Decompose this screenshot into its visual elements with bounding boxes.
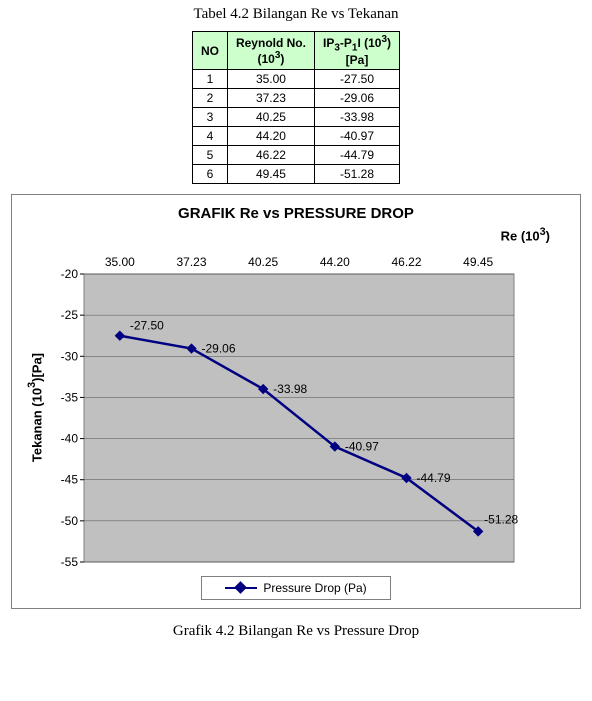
svg-text:-40: -40: [61, 431, 79, 445]
chart-caption: Grafik 4.2 Bilangan Re vs Pressure Drop: [0, 623, 592, 640]
table-row: 237.23-29.06: [192, 89, 399, 108]
svg-text:-25: -25: [61, 308, 79, 322]
col-ip-header: IP3-P1I (103)[Pa]: [314, 32, 399, 70]
svg-text:40.25: 40.25: [248, 255, 278, 269]
svg-text:-29.06: -29.06: [202, 341, 236, 355]
col-no-header: NO: [192, 32, 227, 70]
svg-text:-45: -45: [61, 472, 79, 486]
table-caption: Tabel 4.2 Bilangan Re vs Tekanan: [0, 6, 592, 23]
cell-ip: -33.98: [314, 108, 399, 127]
svg-text:35.00: 35.00: [105, 255, 135, 269]
cell-ip: -40.97: [314, 127, 399, 146]
svg-text:-44.79: -44.79: [417, 471, 451, 485]
cell-no: 3: [192, 108, 227, 127]
cell-no: 5: [192, 146, 227, 165]
cell-re: 37.23: [227, 89, 314, 108]
cell-no: 4: [192, 127, 227, 146]
svg-text:-51.28: -51.28: [484, 512, 518, 526]
table-row: 444.20-40.97: [192, 127, 399, 146]
svg-text:-30: -30: [61, 349, 79, 363]
table-row: 546.22-44.79: [192, 146, 399, 165]
y-axis-label: Tekanan (103)[Pa]: [22, 353, 44, 462]
svg-text:-20: -20: [61, 267, 79, 281]
table-row: 340.25-33.98: [192, 108, 399, 127]
svg-text:37.23: 37.23: [177, 255, 207, 269]
svg-text:-40.97: -40.97: [345, 439, 379, 453]
cell-ip: -51.28: [314, 165, 399, 184]
data-table: NO Reynold No.(103) IP3-P1I (103)[Pa] 13…: [192, 31, 400, 184]
cell-no: 2: [192, 89, 227, 108]
cell-no: 6: [192, 165, 227, 184]
svg-text:-55: -55: [61, 555, 79, 568]
chart-plot: -20 -25 -30 -35 -40 -45 -50 -55 35.00 37.23 40.25 4…: [44, 248, 524, 568]
col-re-header: Reynold No.(103): [227, 32, 314, 70]
cell-no: 1: [192, 70, 227, 89]
cell-re: 35.00: [227, 70, 314, 89]
svg-text:-50: -50: [61, 514, 79, 528]
cell-ip: -29.06: [314, 89, 399, 108]
chart-title: GRAFIK Re vs PRESSURE DROP: [22, 205, 570, 222]
legend: Pressure Drop (Pa): [201, 576, 391, 600]
table-row: 649.45-51.28: [192, 165, 399, 184]
svg-text:-35: -35: [61, 390, 79, 404]
svg-text:-33.98: -33.98: [273, 382, 307, 396]
legend-label: Pressure Drop (Pa): [263, 581, 366, 595]
chart-panel: GRAFIK Re vs PRESSURE DROP Re (103) Teka…: [11, 194, 581, 608]
legend-line-icon: [225, 587, 257, 589]
cell-re: 40.25: [227, 108, 314, 127]
svg-text:-27.50: -27.50: [130, 318, 164, 332]
table-row: 135.00-27.50: [192, 70, 399, 89]
legend-marker-icon: [234, 581, 247, 594]
cell-ip: -44.79: [314, 146, 399, 165]
cell-re: 44.20: [227, 127, 314, 146]
x-axis-label: Re (103): [22, 226, 570, 243]
cell-re: 49.45: [227, 165, 314, 184]
svg-text:49.45: 49.45: [463, 255, 493, 269]
cell-re: 46.22: [227, 146, 314, 165]
cell-ip: -27.50: [314, 70, 399, 89]
svg-text:44.20: 44.20: [320, 255, 350, 269]
svg-text:46.22: 46.22: [392, 255, 422, 269]
